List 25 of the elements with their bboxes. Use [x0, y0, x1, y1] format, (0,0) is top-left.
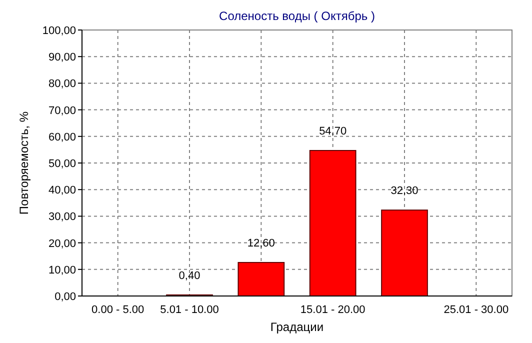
y-tick-label: 50,00 [48, 158, 76, 170]
data-label: 32,30 [390, 185, 418, 198]
y-tick-label: 70,00 [48, 104, 76, 117]
y-tick-label: 0,00 [54, 291, 76, 303]
chart-title: Соленость воды ( Октябрь ) [219, 9, 375, 23]
data-label: 0,40 [178, 270, 200, 282]
x-tick-label: 25.01 - 30.00 [444, 304, 509, 316]
x-tick-label: 0.00 - 5.00 [92, 304, 144, 316]
y-tick-label: 30,00 [48, 211, 76, 224]
y-tick-label: 40,00 [48, 184, 76, 197]
y-tick-label: 60,00 [48, 131, 76, 144]
x-tick-label: 5.01 - 10.00 [160, 304, 219, 316]
data-label: 54,70 [319, 126, 347, 138]
y-tick-label: 80,00 [48, 78, 76, 90]
bar [238, 262, 285, 296]
data-label: 12,60 [247, 237, 275, 250]
x-tick-label: 15.01 - 20.00 [300, 304, 366, 316]
x-axis-title: Градации [270, 320, 324, 334]
bar [309, 150, 356, 296]
y-tick-label: 10,00 [48, 264, 76, 276]
y-tick-label: 20,00 [48, 238, 76, 250]
y-axis-title: Повторяемость, % [17, 111, 31, 215]
y-tick-label: 90,00 [48, 52, 76, 64]
bar [381, 210, 428, 296]
y-tick-label: 100,00 [42, 25, 76, 37]
